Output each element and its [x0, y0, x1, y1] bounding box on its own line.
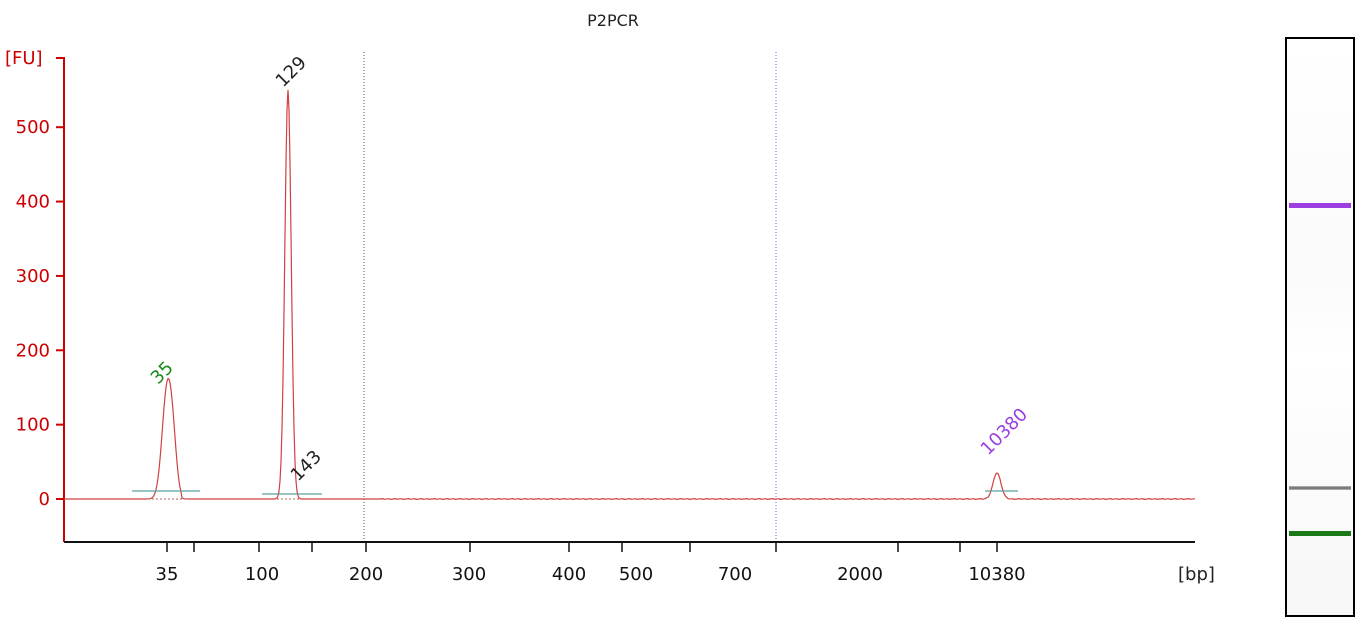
x-tick-label: 300: [452, 564, 486, 585]
y-axis-ticks: 0 100 200 300 400 500: [16, 57, 64, 510]
x-tick-label: 400: [552, 564, 586, 585]
y-tick-label: 100: [16, 415, 50, 436]
x-tick-label: 35: [156, 564, 179, 585]
y-tick-label: 300: [16, 266, 50, 287]
x-tick-label: 10380: [968, 564, 1025, 585]
series-line: [64, 89, 1196, 500]
gel-band-sample: [1289, 486, 1351, 490]
y-axis-unit-label: [FU]: [5, 48, 43, 69]
y-tick-label: 0: [39, 489, 50, 510]
x-tick-label: 2000: [837, 564, 883, 585]
x-tick-label: 100: [245, 564, 279, 585]
x-tick-label: 200: [349, 564, 383, 585]
x-axis-unit-label: [bp]: [1178, 564, 1215, 585]
chart-title: P2PCR: [587, 11, 639, 30]
trace-series: [64, 89, 1196, 500]
peak-labels: 35 129 143 10380: [147, 52, 1032, 485]
y-tick-label: 200: [16, 340, 50, 361]
gel-lane: [1285, 37, 1355, 617]
peak-label: 10380: [977, 404, 1032, 459]
gel-band-lower-marker: [1289, 531, 1351, 536]
peak-label: 129: [272, 52, 311, 91]
x-tick-label: 700: [718, 564, 752, 585]
peak-label: 143: [287, 446, 326, 485]
x-axis-ticks: 35 100 200 300 400 500 700 2000 10380: [156, 542, 1026, 585]
axes: [63, 57, 1195, 543]
x-tick-label: 500: [619, 564, 653, 585]
ladder-dividers: [140, 52, 777, 542]
y-tick-label: 400: [16, 192, 50, 213]
y-tick-label: 500: [16, 117, 50, 138]
gel-band-upper-marker: [1289, 203, 1351, 208]
peak-label: 35: [147, 357, 178, 388]
electropherogram-chart: P2PCR [FU] [bp] 0 100 200 300 400 500 35 100 20…: [5, 11, 1215, 585]
